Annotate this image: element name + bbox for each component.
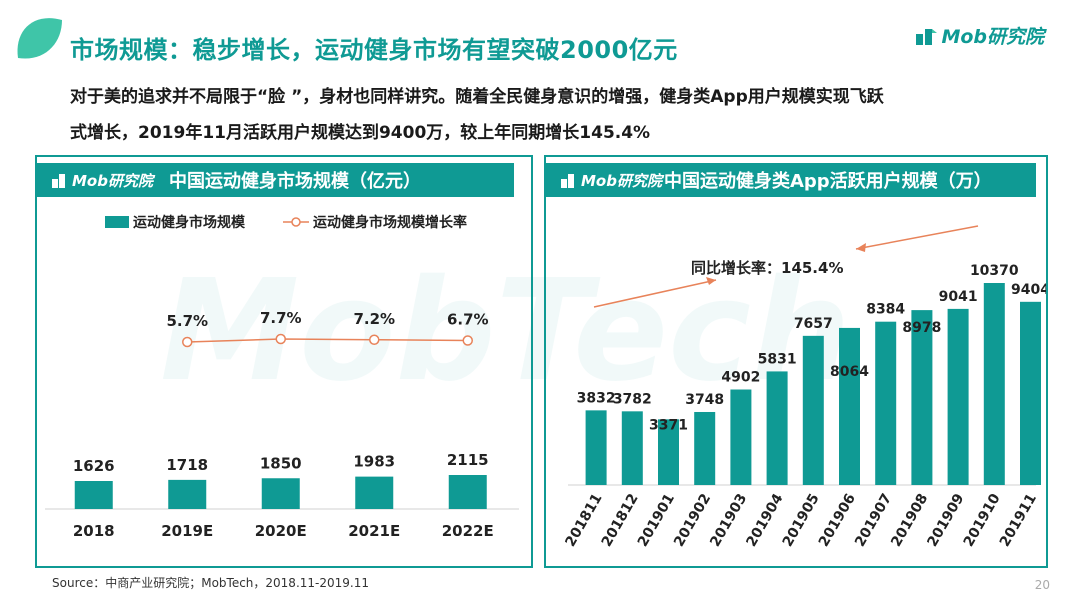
bar-value-label: 5831 [758, 351, 797, 367]
mob-logo-icon [916, 28, 938, 45]
brand-logo-text: Mob研究院 [941, 26, 1044, 48]
bar-value-label: 3371 [649, 417, 688, 433]
source-note: Source：中商产业研究院；MobTech，2018.11-2019.11 [52, 576, 369, 590]
bar-active-users [839, 327, 860, 485]
page-number: 20 [1034, 578, 1050, 592]
growth-rate-line [187, 338, 468, 343]
bar-active-users [621, 411, 643, 485]
app-users-banner: Mob研究院 中国运动健身类App活跃用户规模（万） [546, 163, 1036, 197]
trend-arrow-left [593, 279, 717, 308]
app-users-panel: Mob研究院 中国运动健身类App活跃用户规模（万） 同比增长率：145.4% 3… [544, 155, 1048, 568]
growth-rate-point [462, 335, 473, 346]
growth-rate-point [275, 333, 286, 345]
bar-active-users [911, 310, 933, 485]
bar-value-label: 8384 [866, 302, 905, 318]
bar-active-users [694, 411, 716, 485]
market-size-chart-title: 中国运动健身市场规模（亿元） [168, 171, 421, 192]
market-size-chart: 运动健身市场规模 运动健身市场规模增长率 1626 2018 1718 2019E 1850… [45, 214, 519, 540]
bar-market-size [168, 479, 207, 509]
growth-rate-label: 7.7% [260, 309, 302, 327]
x-tick-label: 2022E [442, 522, 494, 540]
bar-active-users [1020, 301, 1041, 485]
mob-logo-icon [561, 173, 574, 188]
bar-value-label: 9041 [939, 289, 978, 305]
bar-active-users [947, 308, 969, 485]
growth-rate-point [182, 336, 193, 348]
growth-rate-label: 6.7% [447, 311, 489, 329]
bar-market-size [74, 481, 113, 509]
growth-rate-point [369, 334, 380, 345]
bar-active-users [766, 371, 788, 485]
x-tick-label: 2020E [255, 522, 307, 540]
intro-line-1: 对于美的追求并不局限于“脸 ”，身材也同样讲究。随着全民健身意识的增强，健身类A… [70, 87, 884, 107]
panel-brand-text: Mob研究院 [581, 171, 662, 190]
bar-market-size [448, 475, 487, 509]
bar-market-size [261, 478, 300, 509]
bar-value-label: 10370 [970, 263, 1019, 279]
bar-active-users [585, 410, 607, 485]
trend-arrow-left-head [706, 277, 716, 285]
intro-line-2: 式增长，2019年11月活跃用户规模达到9400万，较上年同期增长145.4% [70, 123, 651, 143]
bar-value-label: 3782 [613, 391, 652, 407]
bar-active-users [730, 389, 752, 485]
legend-swatch-market-size [105, 216, 129, 228]
panel-brand-text: Mob研究院 [72, 171, 153, 190]
watermark: MobTech [160, 250, 851, 413]
bar-value-label: 8064 [830, 364, 869, 380]
brand-logo: Mob研究院 [915, 22, 1044, 49]
bar-value-label: 8978 [902, 320, 941, 336]
bar-value-label: 1850 [260, 454, 302, 472]
x-tick-label: 2021E [348, 522, 400, 540]
legend-label-growth-rate: 运动健身市场规模增长率 [313, 214, 467, 231]
x-tick-label: 2018 [73, 522, 115, 540]
bar-value-label: 7657 [794, 316, 833, 332]
x-tick-label: 201911 [997, 491, 1040, 550]
bar-value-label: 1626 [73, 457, 115, 475]
market-size-panel: Mob研究院 中国运动健身市场规模（亿元） 运动健身市场规模 运动健身市场规模增长… [35, 155, 533, 568]
page-title: 市场规模：稳步增长，运动健身市场有望突破2000亿元 [70, 36, 678, 64]
bar-active-users [875, 321, 897, 485]
x-tick-label: 2019E [161, 522, 213, 540]
legend-marker-growth-rate [291, 217, 301, 227]
panel-brand-logo: Mob研究院 [560, 170, 662, 191]
bar-active-users [983, 283, 1005, 485]
trend-arrow-right-head [856, 243, 866, 252]
growth-rate-label: 5.7% [166, 312, 208, 330]
bar-active-users [658, 419, 679, 485]
bar-value-label: 9404 [1011, 282, 1046, 298]
bar-value-label: 1718 [166, 456, 208, 474]
bar-value-label: 3748 [685, 392, 724, 408]
bar-value-label: 4902 [721, 370, 760, 386]
bar-active-users [802, 335, 824, 485]
market-size-banner: Mob研究院 中国运动健身市场规模（亿元） [37, 163, 514, 197]
decorative-leaf-icon [17, 18, 62, 59]
app-users-chart: 同比增长率：145.4%3832201811378220181233712019… [562, 225, 1046, 550]
bar-value-label: 2115 [447, 451, 489, 469]
trend-arrow-right [855, 225, 979, 250]
growth-annotation: 同比增长率：145.4% [691, 259, 843, 277]
panel-brand-logo: Mob研究院 [51, 170, 153, 191]
legend-label-market-size: 运动健身市场规模 [133, 214, 246, 231]
bar-value-label: 3832 [577, 390, 616, 406]
bar-market-size [355, 476, 394, 509]
mob-logo-icon [52, 173, 65, 188]
growth-rate-label: 7.2% [353, 310, 395, 328]
app-users-chart-title: 中国运动健身类App活跃用户规模（万） [663, 171, 992, 192]
bar-value-label: 1983 [353, 453, 395, 471]
